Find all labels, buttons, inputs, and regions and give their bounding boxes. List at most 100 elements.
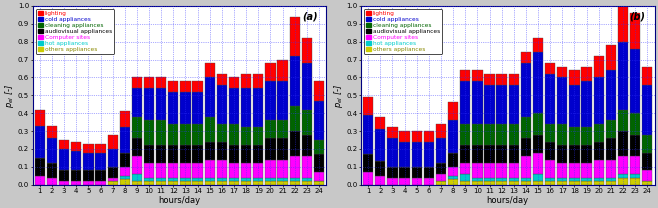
Bar [388, 138, 397, 167]
Bar [569, 85, 580, 128]
Bar [594, 56, 604, 77]
Bar [557, 67, 567, 77]
Bar [180, 177, 191, 181]
Bar [594, 124, 604, 142]
Bar [557, 124, 567, 145]
Bar [278, 138, 288, 160]
Bar [399, 131, 410, 142]
Bar [520, 117, 531, 138]
X-axis label: hours/day: hours/day [159, 196, 201, 204]
Bar [472, 81, 482, 124]
Bar [168, 163, 178, 177]
Bar [265, 63, 276, 81]
Bar [265, 81, 276, 120]
Bar [399, 177, 410, 185]
Bar [545, 181, 555, 185]
Bar [95, 144, 106, 152]
Bar [424, 167, 434, 177]
Bar [399, 142, 410, 167]
Bar [363, 172, 373, 185]
Bar [314, 172, 324, 181]
Bar [156, 120, 166, 145]
Bar [180, 124, 191, 145]
Bar [497, 181, 507, 185]
Bar [520, 156, 531, 177]
Bar [509, 85, 519, 124]
Bar [594, 181, 604, 185]
Bar [47, 138, 57, 163]
Bar [241, 177, 251, 181]
Bar [642, 152, 652, 170]
Bar [84, 170, 93, 181]
Bar [582, 177, 592, 181]
Bar [265, 160, 276, 177]
Bar [497, 85, 507, 124]
Bar [144, 145, 154, 163]
Bar [180, 181, 191, 185]
Bar [642, 85, 652, 135]
Bar [216, 177, 227, 181]
Bar [84, 181, 93, 185]
Bar [533, 38, 544, 52]
Bar [497, 124, 507, 145]
Bar [557, 181, 567, 185]
Bar [120, 128, 130, 152]
Bar [253, 88, 263, 128]
Legend: lighting, cold appliances, cleaning appliances, audiovisual appliances, Computer: lighting, cold appliances, cleaning appl… [36, 9, 114, 54]
Bar [168, 124, 178, 145]
Bar [630, 13, 640, 49]
Bar [168, 177, 178, 181]
Bar [35, 158, 45, 176]
Bar [301, 156, 312, 177]
Bar [35, 176, 45, 185]
Bar [132, 174, 142, 181]
Bar [314, 181, 324, 185]
Bar [229, 77, 239, 88]
Bar [484, 74, 495, 85]
Bar [582, 128, 592, 145]
Bar [132, 138, 142, 156]
Bar [314, 140, 324, 154]
Bar [95, 152, 106, 170]
Bar [569, 181, 580, 185]
Bar [168, 145, 178, 163]
Bar [509, 181, 519, 185]
Bar [448, 120, 458, 152]
Bar [192, 163, 203, 177]
Bar [216, 181, 227, 185]
Bar [180, 81, 191, 92]
Bar [156, 181, 166, 185]
Bar [144, 88, 154, 120]
Bar [399, 167, 410, 177]
Bar [71, 151, 82, 170]
Bar [582, 67, 592, 81]
Bar [460, 81, 470, 124]
Bar [363, 97, 373, 115]
Bar [618, 177, 628, 185]
Bar [253, 128, 263, 145]
Bar [290, 177, 300, 181]
Bar [484, 85, 495, 124]
Bar [253, 177, 263, 181]
Bar [71, 142, 82, 151]
Bar [363, 154, 373, 172]
Bar [120, 179, 130, 185]
Bar [290, 181, 300, 185]
Bar [168, 92, 178, 124]
Bar [301, 110, 312, 135]
Bar [557, 163, 567, 177]
Bar [424, 142, 434, 167]
Bar [460, 124, 470, 145]
Bar [375, 117, 386, 129]
Bar [484, 181, 495, 185]
Bar [144, 163, 154, 177]
Bar [484, 163, 495, 177]
Bar [301, 135, 312, 156]
Bar [436, 163, 446, 174]
Bar [156, 163, 166, 177]
Bar [460, 181, 470, 185]
Bar [241, 74, 251, 88]
Bar [301, 38, 312, 63]
Bar [180, 92, 191, 124]
Bar [484, 124, 495, 145]
